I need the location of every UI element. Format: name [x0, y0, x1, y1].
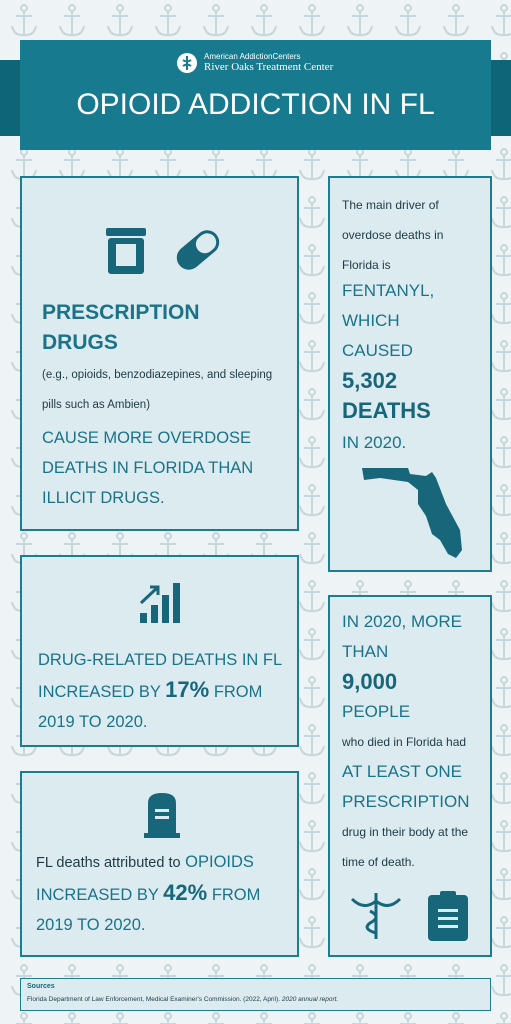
lead: DRUG-RELATED DEATHS IN FL INCREASED BY — [38, 651, 282, 701]
sources-box: Sources Florida Department of Law Enforc… — [20, 978, 491, 1011]
report: 2020 annual report. — [281, 996, 339, 1003]
number: 42% — [163, 880, 208, 905]
citation-text: Florida Department of Law Enforcement, M… — [27, 996, 281, 1003]
medical-icons — [350, 891, 468, 941]
tombstone-icon — [144, 793, 180, 838]
panel-drug-deaths: DRUG-RELATED DEATHS IN FL INCREASED BY 1… — [20, 555, 299, 747]
pill-icons — [106, 228, 220, 274]
statement: CAUSE MORE OVERDOSE DEATHS IN FLORIDA TH… — [42, 429, 254, 507]
panel-prescription-presence: IN 2020, MORE THAN 9,000 PEOPLE who died… — [328, 595, 492, 957]
heading: PRESCRIPTION DRUGS — [42, 301, 200, 354]
logo — [177, 53, 197, 73]
lead: OPIOIDS INCREASED BY — [36, 853, 254, 904]
text2: drug in their body at the time of death. — [342, 825, 469, 869]
panel-opioids: FL deaths attributed to OPIOIDS INCREASE… — [20, 771, 299, 957]
highlight: FENTANYL, WHICH CAUSED — [342, 281, 435, 360]
highlight: AT LEAST ONE PRESCRIPTION — [342, 762, 470, 811]
panel-prescription: PRESCRIPTION DRUGS (e.g., opioids, benzo… — [20, 176, 299, 531]
intro: The main driver of overdose deaths in Fl… — [342, 198, 444, 272]
title: OPIOID ADDICTION IN FL — [76, 88, 435, 121]
statement: FL deaths attributed to OPIOIDS INCREASE… — [36, 847, 296, 940]
people: PEOPLE — [342, 702, 411, 721]
tail: FROM 2019 TO 2020. — [36, 886, 261, 934]
note: (e.g., opioids, benzodiazepines, and sle… — [42, 369, 273, 411]
lead: IN 2020, MORE THAN — [342, 612, 462, 661]
header-box: American AddictionCenters River Oaks Tre… — [20, 40, 491, 150]
text1: who died in Florida had — [342, 735, 467, 749]
panel-fentanyl: The main driver of overdose deaths in Fl… — [328, 176, 492, 572]
number: 5,302 DEATHS — [342, 368, 431, 423]
florida-map — [362, 468, 462, 558]
number: 17% — [165, 677, 210, 702]
statement: DRUG-RELATED DEATHS IN FL INCREASED BY 1… — [38, 645, 288, 737]
tail: IN 2020. — [342, 433, 407, 452]
intro: FL deaths attributed to — [36, 855, 181, 871]
citation: Florida Department of Law Enforcement, M… — [27, 996, 338, 1003]
sources-title: Sources — [27, 983, 55, 990]
brand-line2: River Oaks Treatment Center — [204, 61, 334, 73]
chart-icon — [139, 583, 180, 623]
number: 9,000 — [342, 669, 398, 694]
brand-line1: American AddictionCenters — [204, 52, 301, 61]
tail: FROM 2019 TO 2020. — [38, 683, 263, 731]
